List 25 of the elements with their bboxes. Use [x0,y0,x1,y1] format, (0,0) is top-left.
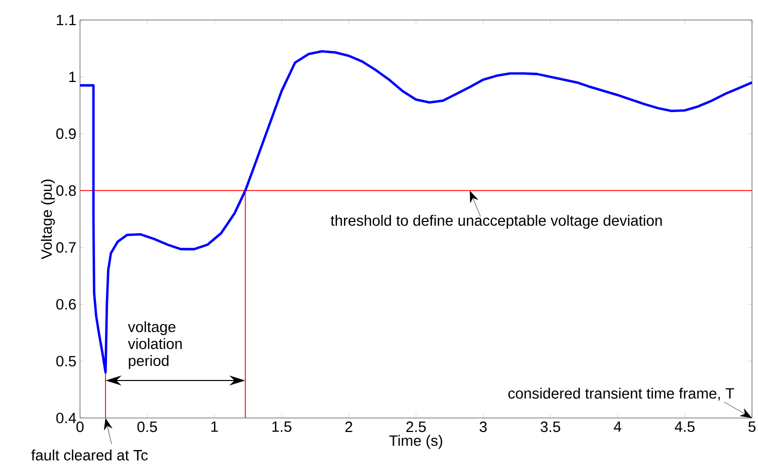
x-tick-label: 4 [614,422,622,432]
x-tick-label: 2.5 [406,422,426,432]
annotation: fault cleared at Tc [31,450,148,460]
annotation: considered transient time frame, T [508,388,734,400]
x-tick-label: 1.5 [272,422,292,432]
y-tick-label: 0.7 [56,242,76,253]
annotation: threshold to define unacceptable voltage deviation [330,214,662,229]
x-tick-label: 1 [211,422,218,432]
annotation: voltage violation period [128,321,182,369]
x-axis-title: Time (s) [389,434,442,449]
x-tick-label: 5 [748,422,756,432]
y-tick-label: 0.9 [56,128,76,139]
x-tick-label: 3.5 [540,422,560,432]
y-tick-label: 1.1 [56,14,76,26]
y-tick-label: 0.4 [56,412,76,424]
x-tick-label: 0 [76,422,84,432]
y-tick-label: 0.5 [56,356,76,366]
y-axis-title: Voltage (pu) [40,180,55,260]
y-tick-label: 1 [69,72,76,82]
x-tick-label: 0.5 [137,422,157,432]
y-tick-label: 0.8 [56,185,76,196]
x-tick-label: 2 [345,422,352,432]
y-tick-label: 0.6 [56,298,76,310]
x-tick-label: 3 [480,422,487,432]
x-tick-label: 4.5 [674,422,695,432]
